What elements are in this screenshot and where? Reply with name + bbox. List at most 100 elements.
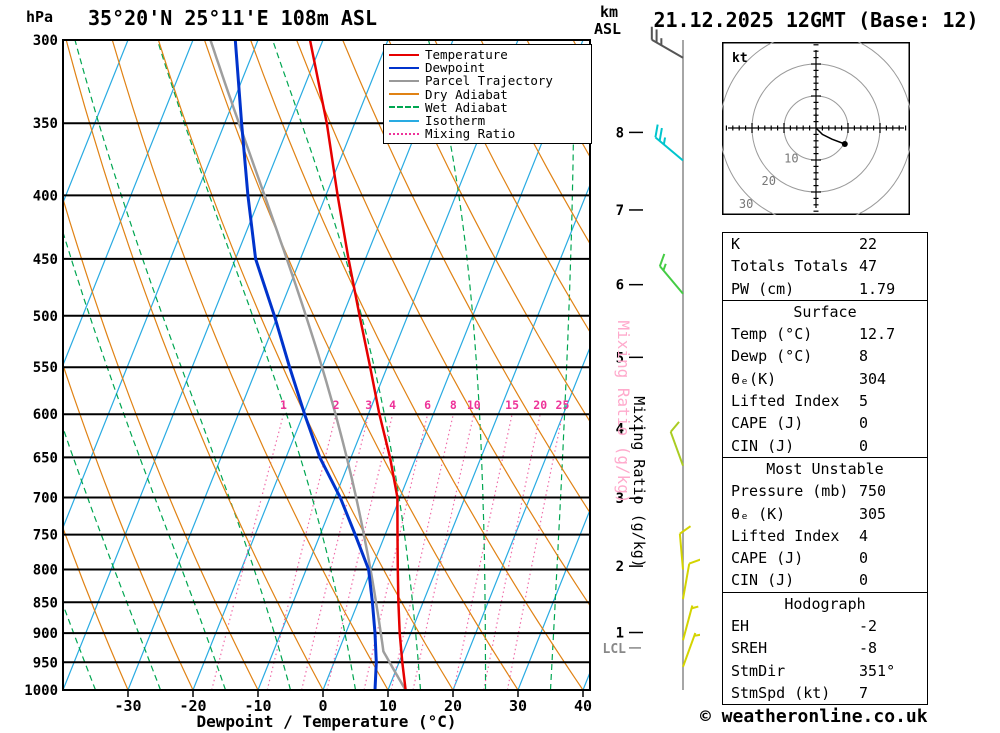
mixing-ratio-label: 6 (424, 398, 431, 412)
mixing-ratio-label: 10 (467, 398, 481, 412)
run-date-title: 21.12.2025 12GMT (Base: 12) (653, 8, 979, 32)
mixing-ratio-axis-label-pink: Mixing Ratio (g/kg) (614, 320, 633, 503)
altitude-axis-unit: km ASL (594, 4, 621, 38)
wind-barbs (650, 26, 700, 690)
temp-tick-label: 40 (574, 697, 592, 715)
legend-label: Dry Adiabat (425, 86, 508, 102)
legend-item: Isotherm (388, 113, 587, 129)
stat-value: 1.79 (859, 279, 896, 298)
stat-label: CIN (J) (731, 436, 795, 455)
km-tick-label: 8 (616, 125, 624, 141)
stat-row: K 22 (723, 233, 927, 255)
legend-item: Wet Adiabat (388, 99, 587, 115)
stat-label: CIN (J) (731, 571, 795, 590)
stat-value: 0 (859, 414, 869, 433)
dewpoint-curve (233, 40, 378, 690)
lcl-label: LCL (603, 642, 627, 657)
stat-value: 351° (859, 661, 896, 680)
wet-adiabat-lines (63, 40, 575, 690)
stat-label: CAPE (J) (731, 549, 804, 568)
stat-value: 305 (859, 504, 887, 523)
pressure-tick-label: 950 (33, 655, 58, 671)
hodograph-trace (815, 127, 846, 145)
stat-label: SREH (731, 639, 768, 658)
legend-swatch-icon (389, 93, 419, 96)
stat-value: -8 (859, 639, 878, 658)
mixing-ratio-axis-label: Mixing Ratio (g/kg) (630, 396, 648, 568)
stat-value: 0 (859, 571, 869, 590)
stat-label: Lifted Index (731, 526, 840, 545)
chart-frame (62, 39, 591, 691)
stat-value: 12.7 (859, 325, 896, 344)
stat-row: CAPE (J) 0 (723, 547, 927, 569)
legend-swatch-icon (389, 66, 419, 69)
stat-value: -2 (859, 617, 878, 636)
stat-value: 22 (859, 235, 878, 253)
pressure-tick-label: 350 (33, 116, 58, 132)
stat-row: EH -2 (723, 615, 927, 637)
isotherm-lines (63, 40, 590, 690)
table-title: Surface (793, 302, 857, 321)
stat-row: SREH -8 (723, 637, 927, 659)
stat-value: 4 (859, 526, 869, 545)
pressure-tick-label: 900 (33, 626, 58, 642)
hodograph: 10 20 30 kt (722, 42, 910, 215)
stat-value: 7 (859, 683, 869, 702)
legend-item: Dry Adiabat (388, 86, 587, 102)
temp-tick-label: 30 (509, 697, 527, 715)
profile-curves (209, 40, 407, 690)
stats-box-hodograph-stats: Hodograph EH -2 SREH -8 StmDir 351° StmSpd (kt)… (722, 591, 928, 706)
stat-row: CAPE (J) 0 (723, 412, 927, 434)
pressure-tick-label: 1000 (24, 683, 58, 699)
temp-tick-label: 10 (379, 697, 397, 715)
km-tick-label: 4 (616, 421, 624, 437)
legend-item: Dewpoint (388, 60, 587, 75)
km-tick-label: 5 (616, 350, 624, 366)
mixing-ratio-label: 25 (556, 398, 570, 412)
chart-legend: Temperature Dewpoint Parcel Trajectory Dry … (383, 44, 592, 145)
pressure-tick-label: 800 (33, 563, 58, 579)
mixing-ratio-label: 2 (333, 398, 340, 412)
stat-row: CIN (J) 0 (723, 569, 927, 591)
legend-label: Wet Adiabat (425, 99, 508, 115)
stat-value: 304 (859, 369, 887, 388)
mixing-ratio-label: 1 (280, 398, 287, 412)
stat-row: CIN (J) 0 (723, 435, 927, 457)
hodograph-unit-label: kt (732, 51, 748, 66)
legend-swatch-icon (389, 53, 419, 56)
stat-label: Pressure (mb) (731, 482, 849, 501)
pressure-tick-label: 300 (33, 33, 58, 49)
copyright-link[interactable]: © weatheronline.co.uk (700, 706, 928, 727)
temp-tick-label: -30 (114, 697, 141, 715)
stat-label: StmDir (731, 661, 786, 680)
stats-box-most-unstable: Most Unstable Pressure (mb) 750 θₑ (K) 305 Li… (722, 456, 928, 593)
stat-row: θₑ (K) 305 (723, 503, 927, 525)
pressure-tick-label: 850 (33, 595, 58, 611)
pressure-tick-label: 600 (33, 407, 58, 423)
stat-label: θₑ (K) (731, 504, 786, 523)
legend-swatch-icon (389, 119, 419, 122)
axis-labels: 3003504004505005506006507007508008509009… (24, 33, 648, 715)
stat-row: Pressure (mb) 750 (723, 480, 927, 502)
stat-row: Totals Totals 47 (723, 255, 927, 277)
stat-label: StmSpd (kt) (731, 683, 831, 702)
altitude-axis-unit-asl: ASL (594, 20, 622, 38)
km-tick-label: 2 (616, 559, 624, 575)
stat-label: θₑ(K) (731, 369, 777, 388)
mixing-ratio-label: 8 (450, 398, 457, 412)
pressure-tick-label: 550 (33, 360, 58, 376)
wind-barb (678, 525, 692, 570)
hodograph-ring-label: 30 (739, 197, 753, 211)
mixing-ratio-label: 3 (365, 398, 372, 412)
stats-box-stats: K 22 Totals Totals 47 PW (cm) 1.79 (722, 232, 928, 301)
parcel-trajectory-curve (209, 40, 407, 690)
temp-tick-label: 0 (318, 697, 327, 715)
stat-label: Temp (°C) (731, 325, 813, 344)
pressure-tick-label: 500 (33, 309, 58, 325)
mixing-ratio-label: 4 (389, 398, 396, 412)
stat-row: PW (cm) 1.79 (723, 278, 927, 300)
km-tick-label: 1 (616, 626, 624, 642)
legend-label: Isotherm (425, 113, 486, 129)
stat-row: StmSpd (kt) 7 (723, 682, 927, 704)
x-axis-label: Dewpoint / Temperature (°C) (196, 712, 457, 731)
